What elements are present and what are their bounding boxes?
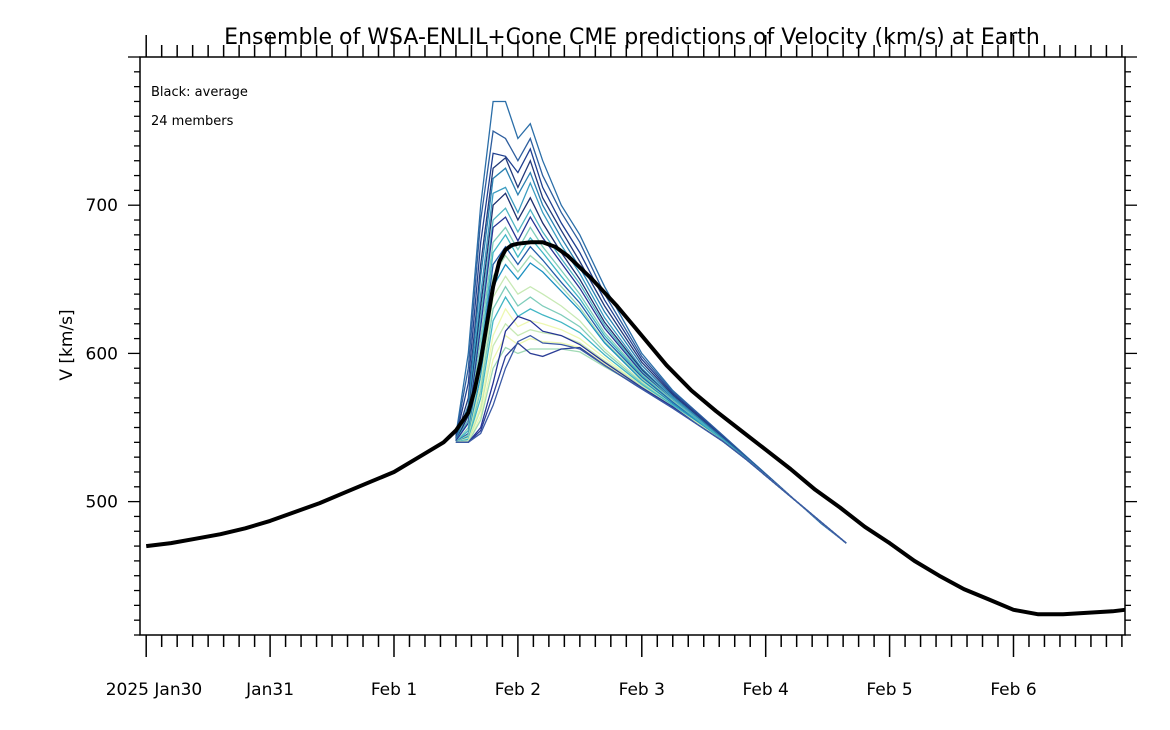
x-tick-label: Feb 6 (990, 680, 1036, 700)
y-axis-label: V [km/s] (57, 309, 77, 380)
chart-title: Ensemble of WSA-ENLIL+Cone CME predictio… (224, 25, 1040, 50)
annotation-members: 24 members (151, 114, 234, 129)
ensemble-member-line-2 (455, 130, 847, 544)
x-tick-label: Feb 4 (743, 680, 789, 700)
x-tick-label: Feb 3 (619, 680, 665, 700)
ensemble-member-line-17 (455, 295, 847, 544)
x-tick-label: Jan31 (245, 680, 294, 700)
x-tick-label: Feb 5 (866, 680, 912, 700)
average-line (145, 240, 1126, 617)
y-tick-label: 500 (86, 493, 118, 513)
annotation-average: Black: average (151, 85, 248, 100)
x-tick-label: Feb 2 (495, 680, 541, 700)
x-tick-label: Feb 1 (371, 680, 417, 700)
ensemble-member-line-13 (455, 254, 847, 544)
ensemble-member-line-24 (455, 334, 847, 544)
x-tick-label: 2025 Jan30 (106, 680, 203, 700)
ensemble-member-line-16 (455, 285, 847, 544)
ensemble-member-line-23 (455, 342, 847, 544)
y-tick-label: 600 (86, 344, 118, 364)
y-tick-label: 700 (86, 196, 118, 216)
ensemble-member-line-19 (455, 322, 847, 544)
ensemble-member-line-15 (455, 275, 847, 544)
ensemble-member-line-6 (455, 181, 847, 544)
plot-frame (139, 56, 1126, 636)
ensemble-member-line-14 (455, 262, 847, 544)
